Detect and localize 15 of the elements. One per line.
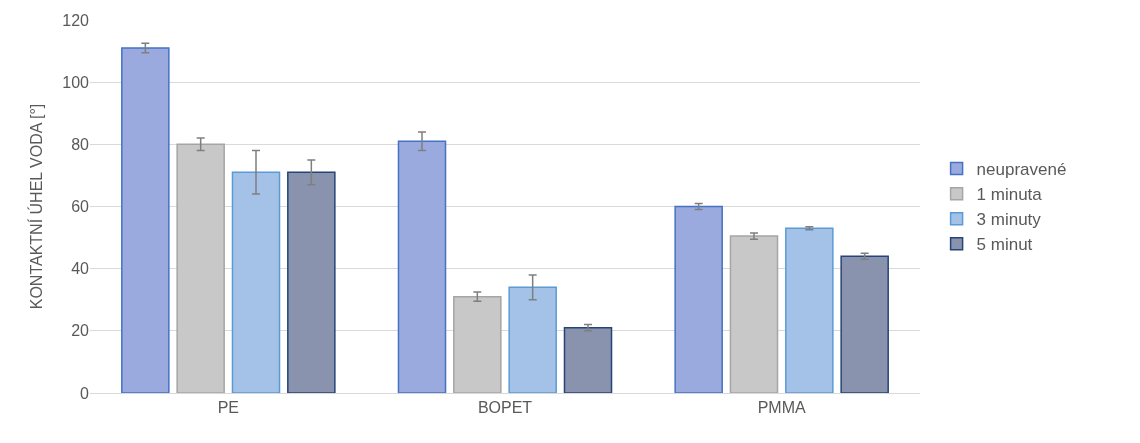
y-axis-title: KONTAKTNÍ ÚHEL VODA [°] (27, 103, 46, 310)
x-tick-label: PE (217, 399, 239, 417)
legend-label: neupravené (976, 160, 1067, 180)
y-tick-label: 20 (71, 322, 90, 340)
legend-label: 5 minut (976, 235, 1033, 255)
legend-label: 3 minuty (976, 210, 1042, 230)
x-tick-label: BOPET (477, 399, 533, 417)
y-tick-label: 80 (71, 135, 90, 153)
y-tick-label: 100 (62, 73, 90, 91)
y-tick-label: 40 (71, 260, 90, 278)
legend-label: 1 minuta (976, 185, 1043, 205)
x-tick-label: PMMA (757, 399, 806, 417)
y-tick-label: 120 (62, 11, 90, 29)
y-tick-label: 60 (71, 198, 90, 216)
y-tick-label: 0 (80, 384, 90, 402)
